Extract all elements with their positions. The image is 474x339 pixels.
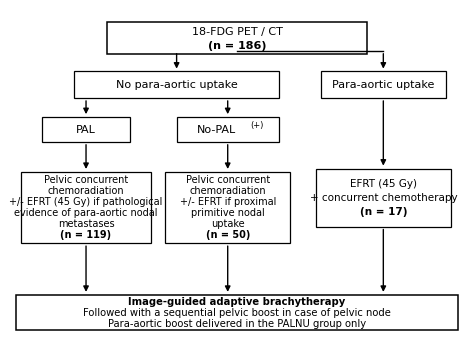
Text: (n = 186): (n = 186) (208, 41, 266, 51)
FancyBboxPatch shape (165, 172, 291, 243)
Text: chemoradiation: chemoradiation (190, 186, 266, 196)
FancyBboxPatch shape (316, 169, 451, 227)
FancyBboxPatch shape (42, 117, 130, 142)
Text: Image-guided adaptive brachytherapy: Image-guided adaptive brachytherapy (128, 297, 346, 307)
Text: (n = 17): (n = 17) (360, 207, 407, 217)
FancyBboxPatch shape (74, 72, 279, 98)
Text: EFRT (45 Gy): EFRT (45 Gy) (350, 179, 417, 189)
Text: (+): (+) (250, 121, 263, 130)
Text: PAL: PAL (76, 125, 96, 135)
Text: chemoradiation: chemoradiation (48, 186, 124, 196)
FancyBboxPatch shape (177, 117, 279, 142)
Text: +/- EFRT if proximal: +/- EFRT if proximal (180, 197, 276, 207)
FancyBboxPatch shape (107, 22, 367, 54)
Text: +/- EFRT (45 Gy) if pathological: +/- EFRT (45 Gy) if pathological (9, 197, 163, 207)
Text: (n = 119): (n = 119) (61, 230, 111, 240)
Text: metastases: metastases (58, 219, 114, 229)
Text: uptake: uptake (211, 219, 245, 229)
Text: 18-FDG PET / CT: 18-FDG PET / CT (191, 27, 283, 37)
Text: Para-aortic uptake: Para-aortic uptake (332, 80, 435, 90)
Text: Followed with a sequential pelvic boost in case of pelvic node
Para-aortic boost: Followed with a sequential pelvic boost … (83, 307, 391, 329)
Text: (n = 50): (n = 50) (206, 230, 250, 240)
Text: evidence of para-aortic nodal: evidence of para-aortic nodal (14, 208, 158, 218)
FancyBboxPatch shape (21, 172, 151, 243)
Text: Pelvic concurrent: Pelvic concurrent (186, 175, 270, 185)
Text: primitive nodal: primitive nodal (191, 208, 264, 218)
Text: + concurrent chemotherapy: + concurrent chemotherapy (310, 193, 457, 203)
Text: Pelvic concurrent: Pelvic concurrent (44, 175, 128, 185)
FancyBboxPatch shape (320, 72, 446, 98)
FancyBboxPatch shape (17, 295, 457, 330)
Text: No para-aortic uptake: No para-aortic uptake (116, 80, 237, 90)
Text: No-PAL: No-PAL (196, 125, 236, 135)
